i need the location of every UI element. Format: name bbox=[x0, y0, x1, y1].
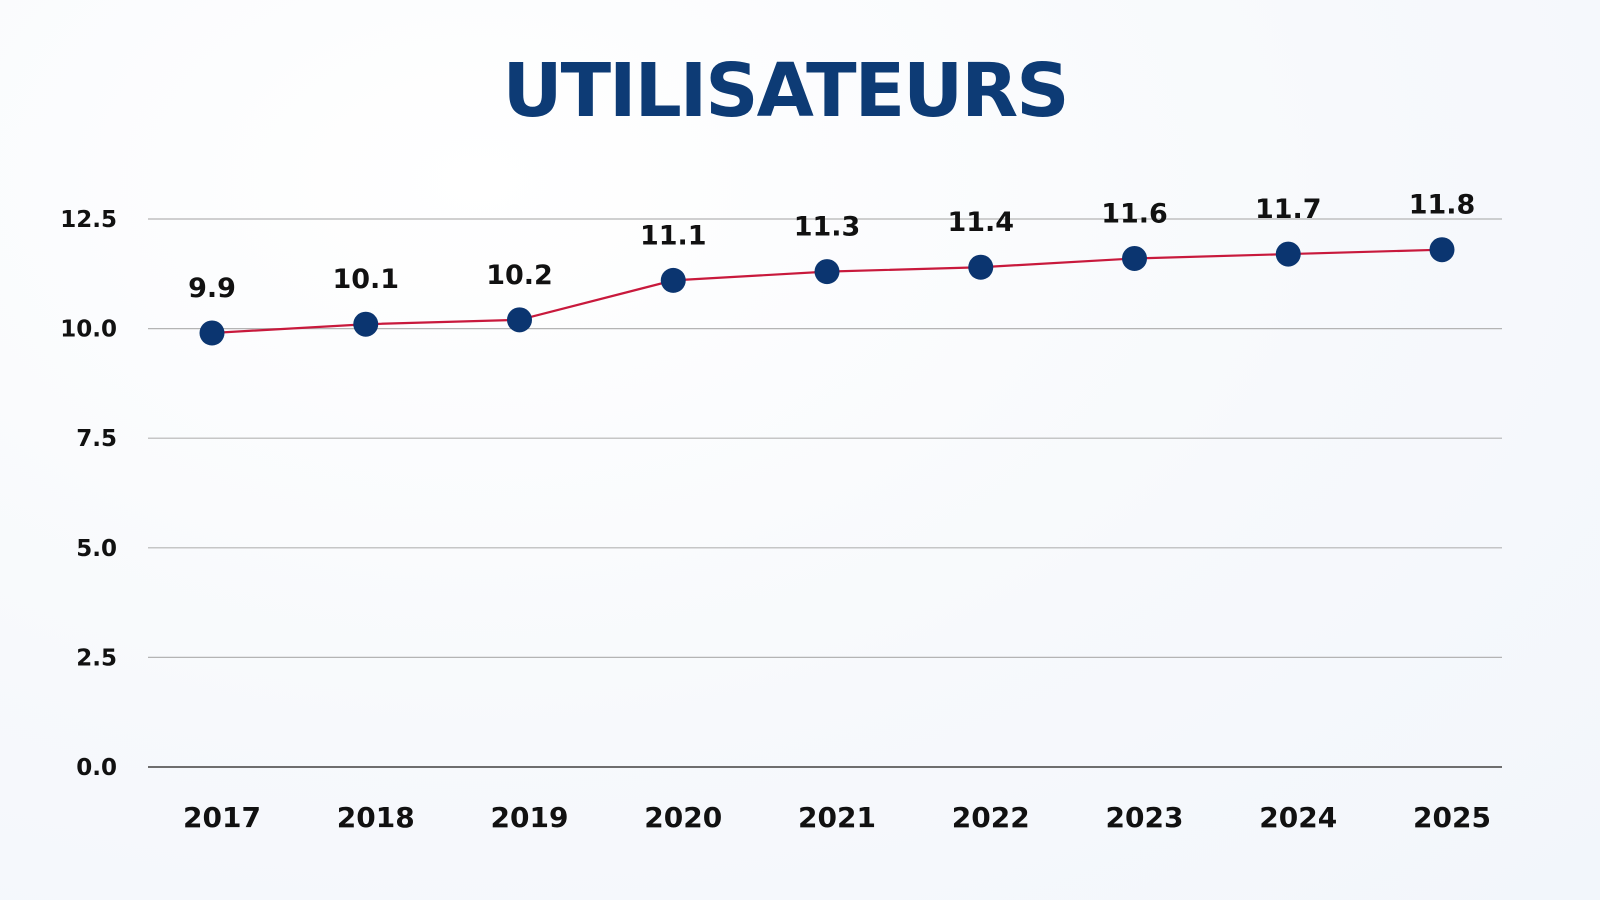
x-category-label: 2024 bbox=[1259, 801, 1337, 834]
x-category-label: 2023 bbox=[1106, 801, 1184, 834]
y-axis-tick-labels: 0.0 2.5 5.0 7.5 10.0 12.5 bbox=[60, 207, 117, 781]
x-category-label: 2018 bbox=[337, 801, 415, 834]
chart-title: UTILISATEURS bbox=[502, 48, 1069, 134]
y-tick-label: 5.0 bbox=[76, 536, 117, 562]
y-tick-label: 2.5 bbox=[76, 645, 117, 671]
x-category-label: 2019 bbox=[491, 801, 569, 834]
data-label: 11.7 bbox=[1255, 194, 1322, 225]
data-label: 11.8 bbox=[1409, 190, 1476, 221]
x-axis-category-labels: 2017 2018 2019 2020 2021 2022 2023 2024 2025 bbox=[183, 801, 1491, 834]
data-point-marker bbox=[353, 311, 379, 337]
series-markers bbox=[199, 237, 1455, 346]
data-point-marker bbox=[1122, 245, 1147, 271]
data-label: 11.6 bbox=[1101, 198, 1168, 229]
x-category-label: 2021 bbox=[798, 801, 876, 834]
data-label: 11.3 bbox=[794, 212, 861, 243]
y-tick-label: 12.5 bbox=[60, 207, 117, 233]
grid-lines bbox=[148, 218, 1502, 768]
y-tick-label: 0.0 bbox=[76, 755, 117, 781]
x-category-label: 2025 bbox=[1413, 801, 1491, 834]
data-label: 10.1 bbox=[332, 264, 399, 295]
y-tick-label: 10.0 bbox=[60, 317, 117, 343]
data-label: 10.2 bbox=[486, 260, 553, 291]
data-point-marker bbox=[660, 267, 686, 293]
y-tick-label: 7.5 bbox=[76, 426, 117, 452]
x-category-label: 2017 bbox=[183, 801, 261, 834]
x-category-label: 2020 bbox=[644, 801, 722, 834]
data-point-marker bbox=[199, 320, 225, 346]
data-labels: 9.9 10.1 10.2 11.1 11.3 11.4 11.6 11.7 11.8 bbox=[188, 190, 1475, 304]
data-point-marker bbox=[507, 307, 532, 333]
data-point-marker bbox=[968, 254, 994, 280]
data-point-marker bbox=[814, 259, 840, 285]
data-label: 11.1 bbox=[640, 220, 707, 251]
data-point-marker bbox=[1275, 241, 1301, 267]
data-label: 9.9 bbox=[188, 273, 236, 304]
data-point-marker bbox=[1429, 237, 1455, 263]
data-label: 11.4 bbox=[947, 207, 1014, 238]
x-category-label: 2022 bbox=[952, 801, 1030, 834]
